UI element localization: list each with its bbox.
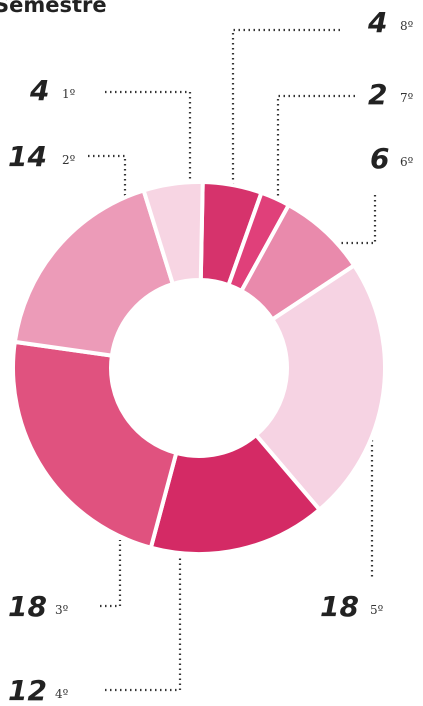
value-label: 12	[8, 674, 47, 706]
category-label: 3º	[55, 603, 69, 617]
category-label: 4º	[55, 687, 69, 701]
category-label: 7º	[400, 91, 414, 105]
slice	[141, 180, 205, 287]
category-label: 6º	[400, 155, 414, 169]
value-label: 4	[29, 74, 49, 107]
category-label: 8º	[400, 19, 414, 33]
slice	[12, 187, 176, 358]
slices	[11, 179, 387, 556]
value-label: 14	[8, 140, 47, 173]
slice	[253, 262, 387, 513]
value-label: 2	[368, 78, 387, 111]
value-label: 4	[367, 6, 387, 39]
slice	[11, 339, 179, 551]
category-label: 2º	[62, 153, 76, 167]
category-label: 5º	[370, 603, 384, 617]
leader-lines	[88, 28, 377, 692]
labels: 4 1º 14 2º 18 3º 12 4º 18 5º 6 6º 2 7º 4 8º	[8, 6, 414, 706]
category-label: 1º	[62, 87, 76, 101]
value-label: 18	[8, 590, 47, 623]
value-label: 18	[320, 590, 359, 623]
chart-title: Semestre	[0, 0, 107, 17]
value-label: 6	[370, 142, 389, 175]
slice	[148, 432, 323, 556]
